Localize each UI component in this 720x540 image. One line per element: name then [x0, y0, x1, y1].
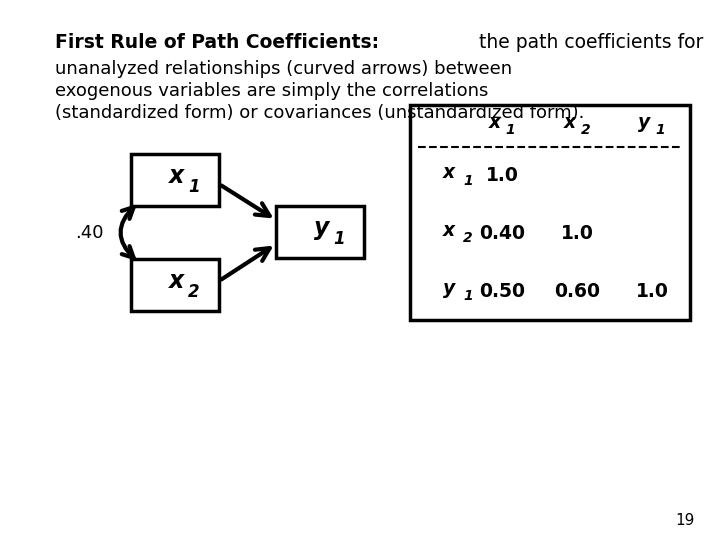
Text: y: y — [443, 279, 455, 298]
Text: x: x — [488, 112, 500, 132]
Text: 1.0: 1.0 — [636, 282, 669, 301]
Text: x: x — [169, 164, 184, 188]
Text: y: y — [315, 216, 330, 240]
Text: 2: 2 — [580, 123, 590, 137]
Text: 1: 1 — [655, 123, 665, 137]
Text: x: x — [169, 269, 184, 293]
Text: the path coefficients for: the path coefficients for — [473, 33, 703, 52]
Text: (standardized form) or covariances (unstandardized form).: (standardized form) or covariances (unst… — [55, 104, 585, 122]
Text: y: y — [638, 112, 650, 132]
Text: 19: 19 — [675, 513, 695, 528]
Text: 1: 1 — [463, 174, 472, 188]
Text: First Rule of Path Coefficients:: First Rule of Path Coefficients: — [55, 33, 379, 52]
FancyArrowPatch shape — [120, 207, 134, 258]
Text: x: x — [443, 221, 455, 240]
Text: x: x — [563, 112, 575, 132]
Text: 0.50: 0.50 — [480, 282, 526, 301]
Text: 1.0: 1.0 — [561, 224, 594, 243]
Text: 0.60: 0.60 — [554, 282, 600, 301]
Text: unanalyzed relationships (curved arrows) between: unanalyzed relationships (curved arrows)… — [55, 60, 512, 78]
Text: 0.40: 0.40 — [480, 224, 526, 243]
Text: 1.0: 1.0 — [486, 166, 519, 185]
Text: x: x — [443, 163, 455, 183]
Text: 2: 2 — [188, 283, 199, 301]
Text: 1: 1 — [333, 230, 345, 248]
Text: 1: 1 — [505, 123, 515, 137]
Text: 1: 1 — [188, 178, 199, 196]
FancyBboxPatch shape — [410, 105, 690, 320]
Text: .40: .40 — [75, 224, 103, 241]
Text: 1: 1 — [463, 289, 472, 303]
FancyBboxPatch shape — [131, 154, 219, 206]
FancyBboxPatch shape — [276, 206, 364, 258]
Text: exogenous variables are simply the correlations: exogenous variables are simply the corre… — [55, 82, 488, 100]
Text: 2: 2 — [463, 232, 472, 246]
FancyBboxPatch shape — [131, 259, 219, 311]
